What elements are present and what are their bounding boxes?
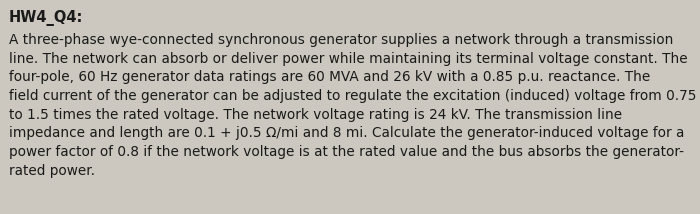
Text: HW4_Q4:: HW4_Q4: <box>9 10 83 26</box>
Text: A three-phase wye-connected synchronous generator supplies a network through a t: A three-phase wye-connected synchronous … <box>9 33 696 177</box>
